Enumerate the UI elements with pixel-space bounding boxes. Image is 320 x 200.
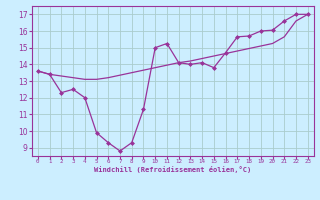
X-axis label: Windchill (Refroidissement éolien,°C): Windchill (Refroidissement éolien,°C) (94, 166, 252, 173)
